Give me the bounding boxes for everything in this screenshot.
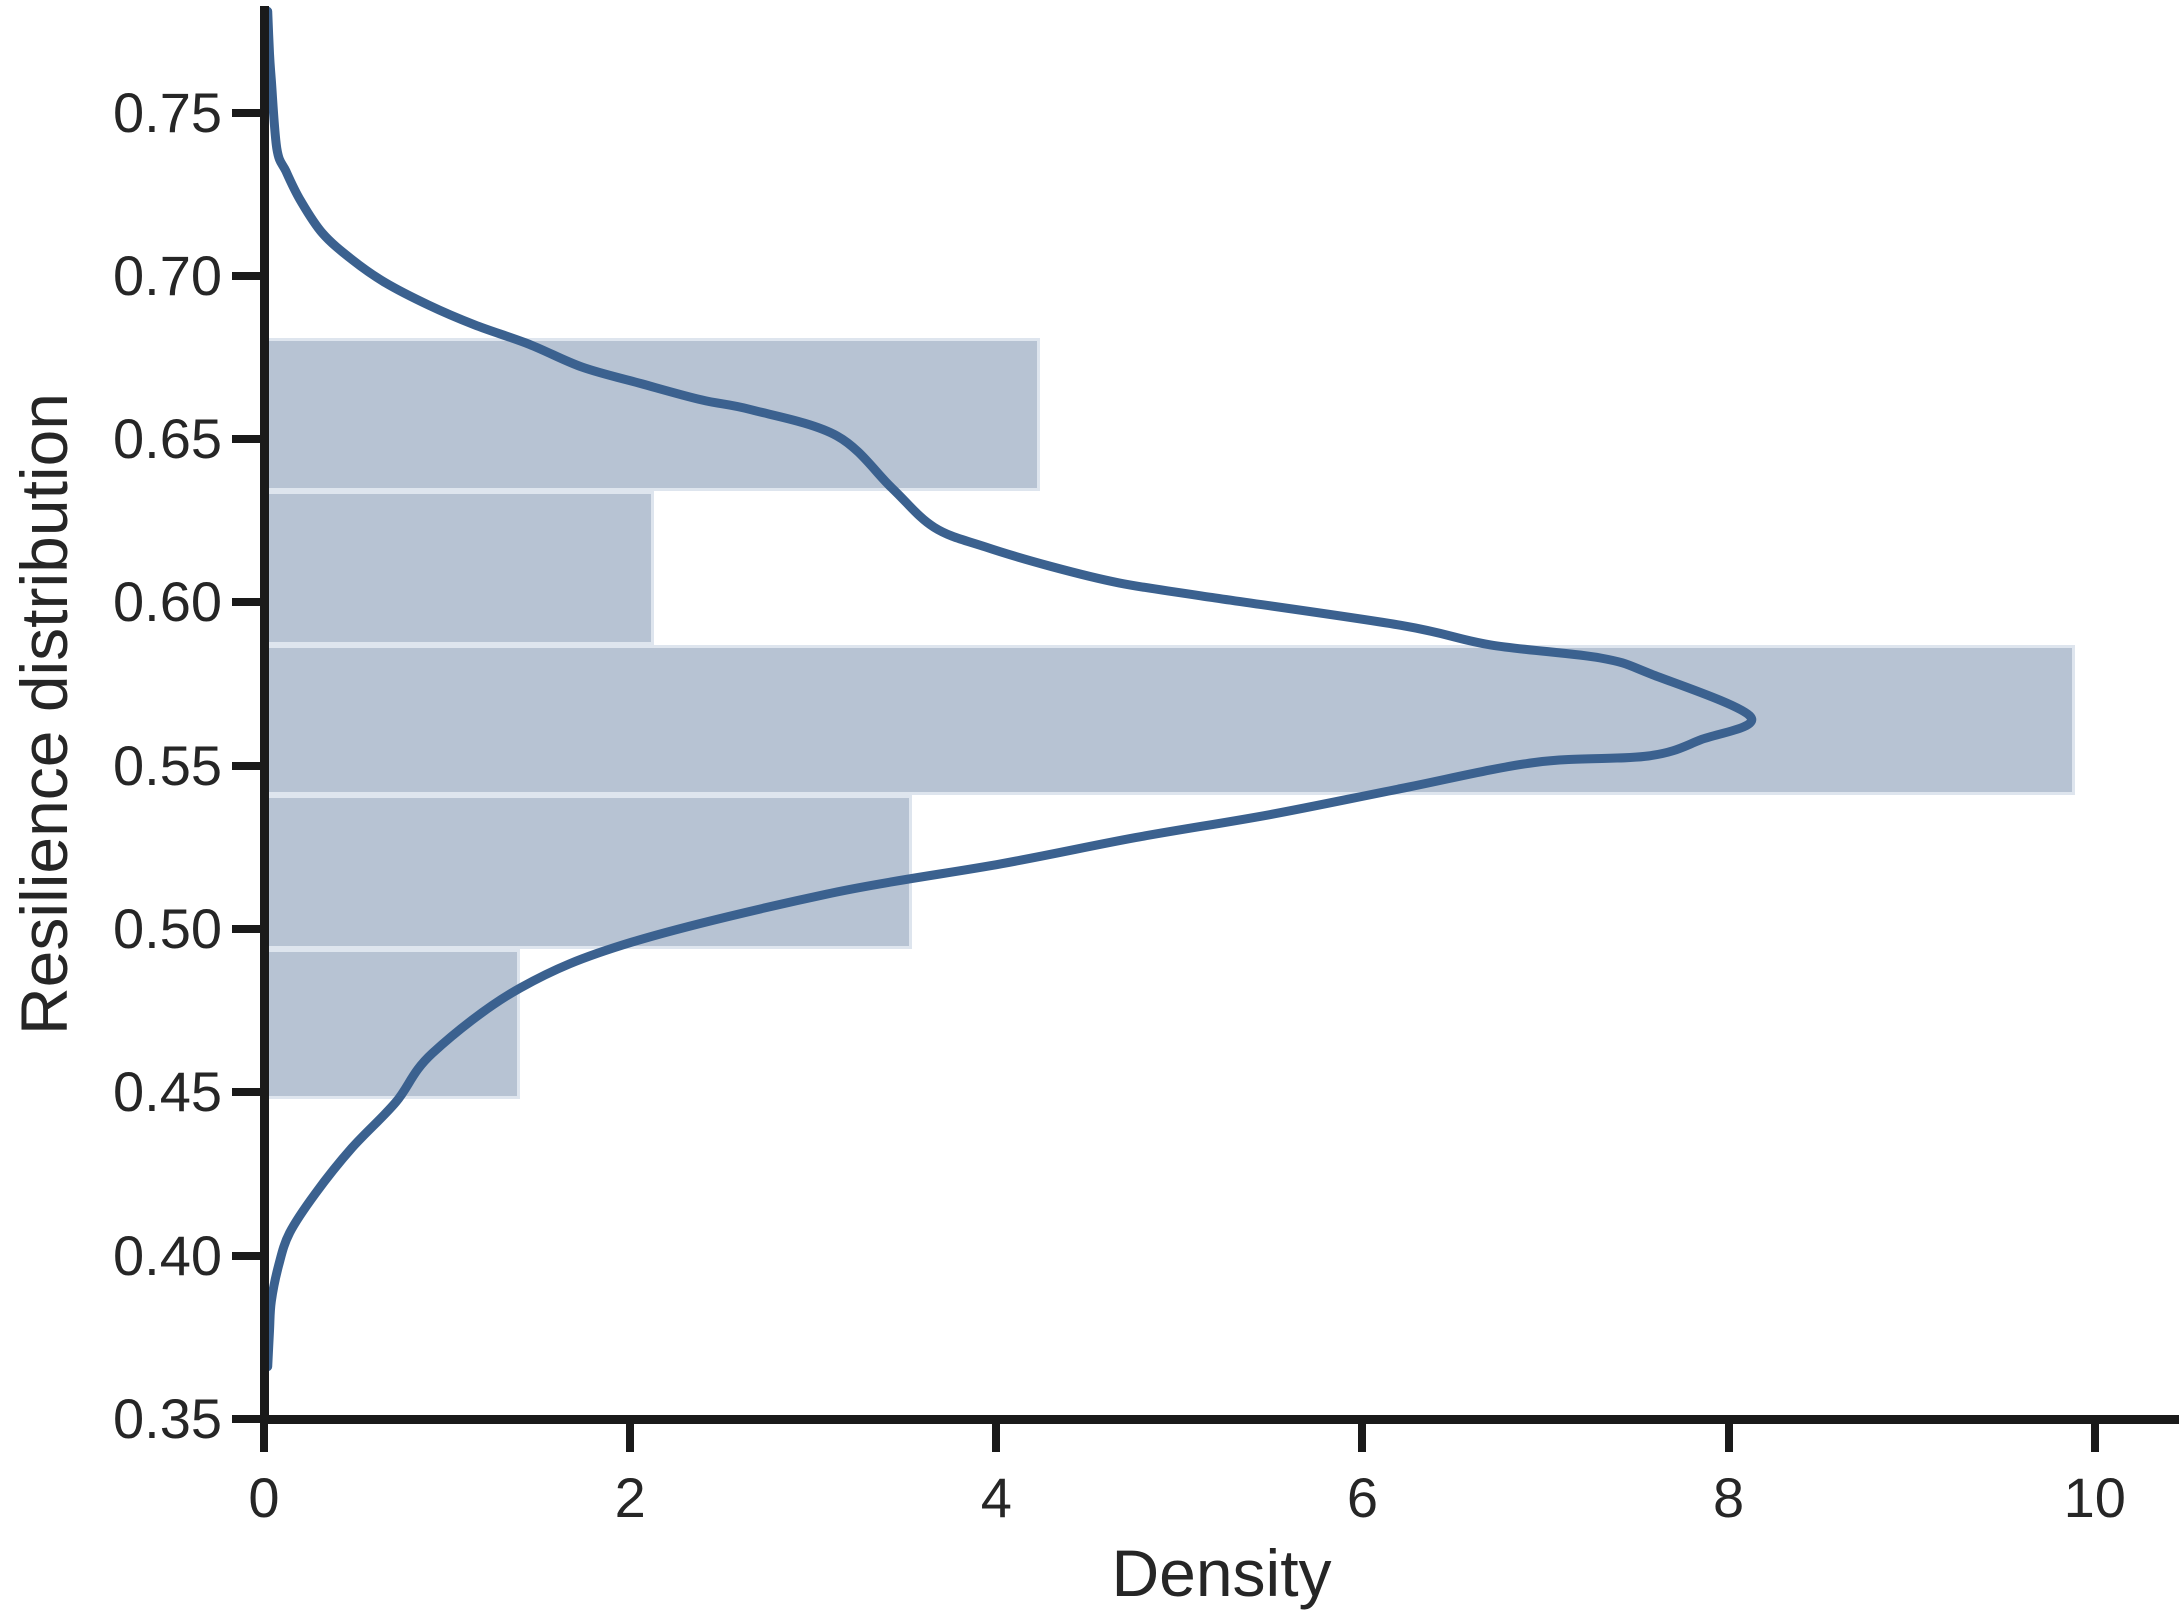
- y-tick-label: 0.75: [113, 80, 222, 144]
- x-tick-mark: [992, 1423, 1001, 1452]
- y-tick-label: 0.55: [113, 733, 222, 797]
- x-tick-mark: [2090, 1423, 2099, 1452]
- y-tick-label: 0.70: [113, 243, 222, 307]
- x-tick-mark: [626, 1423, 635, 1452]
- x-tick-label: 8: [1713, 1465, 1745, 1529]
- y-tick-mark: [231, 925, 260, 934]
- y-tick-mark: [231, 435, 260, 444]
- x-axis-spine: [259, 1414, 2179, 1424]
- x-tick-label: 0: [248, 1465, 280, 1529]
- y-tick-mark: [231, 108, 260, 117]
- histogram-bar: [266, 795, 913, 949]
- x-tick-mark: [260, 1423, 268, 1452]
- x-axis-title: Density: [1111, 1536, 1332, 1610]
- histogram-bar: [266, 948, 521, 1099]
- x-tick-label: 10: [2063, 1465, 2126, 1529]
- y-axis-title: Resilience distribution: [7, 392, 81, 1035]
- y-tick-mark: [231, 271, 260, 280]
- y-tick-label: 0.35: [113, 1387, 222, 1450]
- histogram-bar: [266, 644, 2075, 796]
- x-tick-mark: [1358, 1423, 1367, 1452]
- y-tick-mark: [231, 761, 260, 770]
- x-tick-label: 2: [614, 1465, 646, 1529]
- y-tick-label: 0.50: [113, 897, 222, 961]
- y-tick-mark: [231, 1088, 260, 1097]
- x-tick-label: 4: [980, 1465, 1012, 1529]
- y-axis-spine: [259, 6, 269, 1424]
- histogram-bar: [266, 337, 1041, 492]
- y-tick-label: 0.45: [113, 1060, 222, 1124]
- y-tick-mark: [231, 598, 260, 607]
- x-tick-mark: [1724, 1423, 1733, 1452]
- y-tick-label: 0.65: [113, 407, 222, 471]
- y-tick-label: 0.40: [113, 1223, 222, 1287]
- histogram-bar: [266, 491, 654, 645]
- y-tick-label: 0.60: [113, 570, 222, 634]
- x-tick-label: 6: [1346, 1465, 1379, 1529]
- y-tick-mark: [231, 1415, 260, 1423]
- y-tick-mark: [231, 1251, 260, 1260]
